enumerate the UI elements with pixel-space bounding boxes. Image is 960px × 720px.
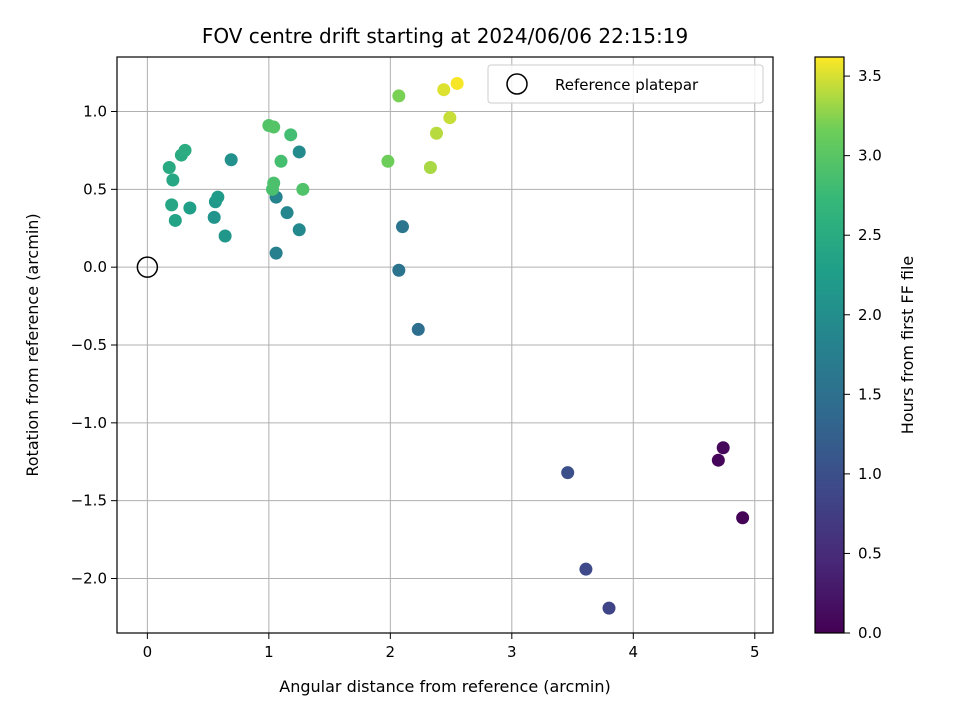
data-point: [183, 201, 197, 215]
data-point: [423, 161, 437, 175]
y-tick-label: 1.0: [83, 102, 107, 120]
data-point: [716, 441, 730, 455]
data-points: [162, 76, 750, 615]
chart-title: FOV centre drift starting at 2024/06/06 …: [202, 24, 688, 48]
y-tick-label: 0.5: [83, 180, 107, 198]
plot-frame: [116, 56, 774, 634]
data-point: [392, 263, 406, 277]
data-point: [162, 161, 176, 175]
colorbar-tick-label: 0.5: [858, 544, 882, 562]
grid-lines: [117, 57, 773, 633]
legend-box: [487, 64, 764, 104]
data-point: [579, 562, 593, 576]
colorbar-gradient: [815, 57, 844, 633]
data-point: [267, 120, 281, 134]
y-tick-label: −1.5: [71, 492, 107, 510]
y-tick-label: −1.0: [71, 414, 107, 432]
colorbar-frame: [814, 56, 845, 634]
data-point: [280, 206, 294, 220]
x-axis-label: Angular distance from reference (arcmin): [279, 677, 610, 696]
data-point: [218, 229, 232, 243]
data-point: [224, 153, 238, 167]
colorbar-label: Hours from first FF file: [898, 256, 917, 435]
data-point: [736, 511, 750, 525]
x-tick-label: 4: [629, 643, 639, 661]
data-point: [602, 601, 616, 615]
x-tick-label: 0: [143, 643, 153, 661]
data-point: [296, 182, 310, 196]
data-point: [211, 190, 225, 204]
data-point: [292, 223, 306, 237]
data-point: [395, 220, 409, 234]
axis-ticks: 0 1 2 3 4 5 −2.0 −1.5 −1.0 −0.5 0.0 0.5 1.0: [71, 102, 760, 661]
y-tick-label: −2.0: [71, 570, 107, 588]
y-tick-label: −0.5: [71, 336, 107, 354]
data-point: [411, 322, 425, 336]
data-point: [381, 154, 395, 168]
data-point: [166, 173, 180, 187]
reference-point: [136, 256, 159, 278]
data-point: [284, 128, 298, 142]
data-point: [561, 466, 575, 480]
data-point: [392, 89, 406, 103]
data-point: [269, 246, 283, 260]
data-point: [443, 111, 457, 125]
colorbar-tick-label: 1.0: [858, 465, 882, 483]
data-point: [292, 145, 306, 159]
data-point: [178, 143, 192, 157]
data-point: [437, 83, 451, 97]
legend-label: Reference platepar: [555, 76, 699, 94]
x-tick-label: 3: [507, 643, 517, 661]
x-tick-label: 5: [750, 643, 760, 661]
data-point: [274, 154, 288, 168]
data-point: [711, 453, 725, 467]
colorbar-tick-label: 3.5: [858, 67, 882, 85]
x-tick-label: 2: [386, 643, 396, 661]
data-point: [207, 210, 221, 224]
colorbar-tick-label: 0.0: [858, 624, 882, 642]
legend-marker: [506, 73, 528, 95]
data-point: [429, 126, 443, 140]
data-point: [165, 198, 179, 212]
x-tick-label: 1: [264, 643, 274, 661]
colorbar: 0.0 0.5 1.0 1.5 2.0 2.5 3.0 3.5 Hours from firs…: [814, 56, 917, 642]
colorbar-tick-label: 1.5: [858, 385, 882, 403]
y-axis-label: Rotation from reference (arcmin): [23, 213, 42, 476]
legend: Reference platepar: [487, 64, 764, 104]
colorbar-tick-label: 2.0: [858, 306, 882, 324]
y-tick-label: 0.0: [83, 258, 107, 276]
colorbar-tick-label: 3.0: [858, 147, 882, 165]
data-point: [168, 213, 182, 227]
data-point: [267, 176, 281, 190]
colorbar-ticks: 0.0 0.5 1.0 1.5 2.0 2.5 3.0 3.5: [844, 67, 882, 642]
colorbar-tick-label: 2.5: [858, 226, 882, 244]
data-point: [450, 76, 464, 90]
